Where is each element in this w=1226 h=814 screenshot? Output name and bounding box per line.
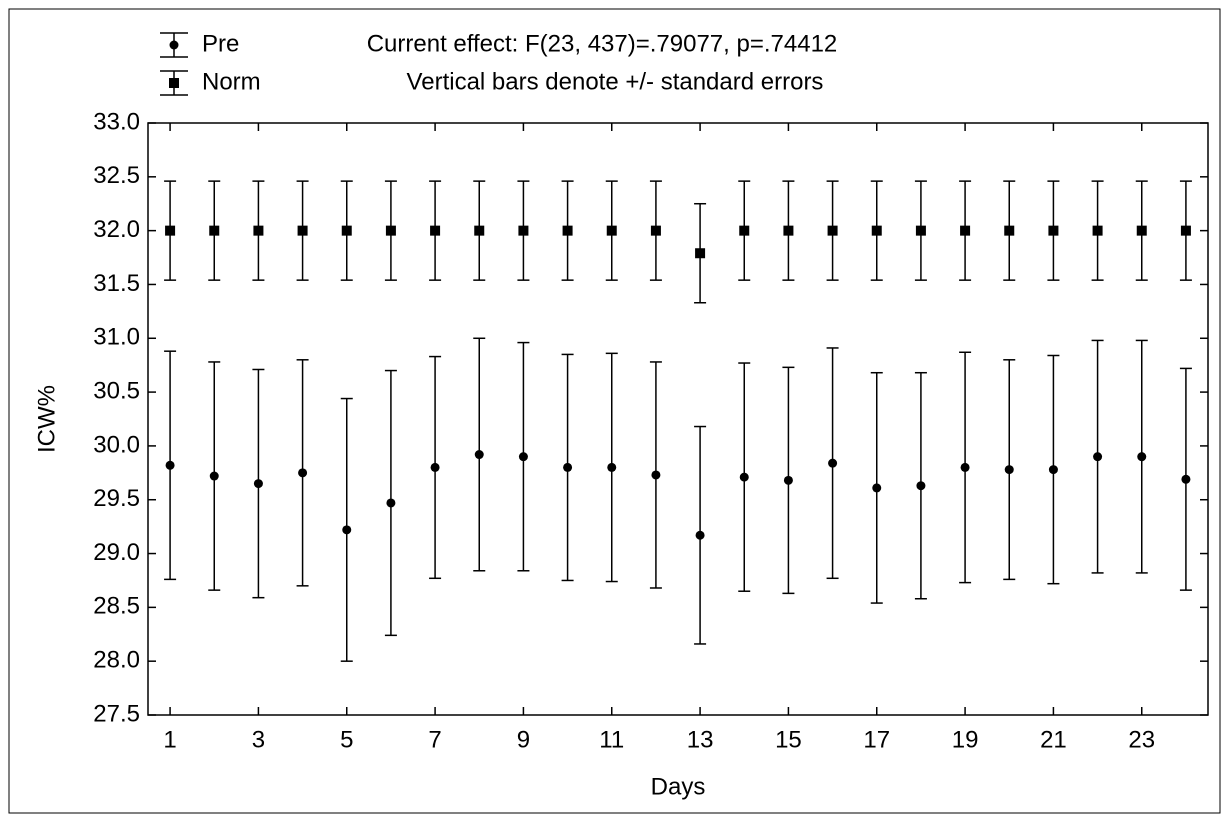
marker [518,225,529,236]
x-tick-label: 13 [687,726,714,753]
marker [341,225,352,236]
marker [650,225,661,236]
y-tick-label: 28.0 [93,647,140,674]
y-tick-label: 33.0 [93,108,140,135]
marker [518,452,528,462]
marker [209,225,220,236]
marker [872,483,882,493]
marker [165,225,176,236]
x-tick-label: 11 [599,726,624,753]
annotation: Current effect: F(23, 437)=.79077, p=.74… [367,30,838,57]
marker [960,225,971,236]
marker [783,475,793,485]
marker [695,530,705,540]
x-tick-label: 3 [252,726,265,753]
marker [165,460,175,470]
marker [915,225,926,236]
marker [607,462,617,472]
marker [298,468,308,478]
plot-area [147,122,1209,716]
y-tick-label: 27.5 [93,700,140,727]
marker [916,481,926,491]
legend-marker [169,78,179,88]
marker [739,225,750,236]
marker [209,471,219,481]
marker [739,472,749,482]
legend-label: Pre [202,30,239,57]
marker [827,225,838,236]
marker [385,225,396,236]
legend-marker [169,40,179,50]
x-tick-label: 23 [1128,726,1155,753]
y-tick-label: 30.0 [93,431,140,458]
y-tick-label: 29.0 [93,539,140,566]
marker [1136,225,1147,236]
marker [297,225,308,236]
x-axis-label: Days [651,773,706,800]
x-tick-label: 5 [340,726,353,753]
marker [474,225,485,236]
y-axis-label: ICW% [33,385,60,453]
x-tick-label: 1 [163,726,176,753]
marker [1092,225,1103,236]
marker [1093,452,1103,462]
y-tick-label: 31.5 [93,270,140,297]
marker [783,225,794,236]
marker [386,498,396,508]
y-tick-label: 29.5 [93,485,140,512]
marker [960,462,970,472]
x-tick-label: 19 [952,726,979,753]
marker [563,462,573,472]
marker [1181,474,1191,484]
y-tick-label: 30.5 [93,377,140,404]
marker [828,458,838,468]
legend-label: Norm [202,68,261,95]
marker [1048,225,1059,236]
marker [1004,225,1015,236]
marker [695,248,706,259]
marker [562,225,573,236]
marker [474,450,484,460]
y-tick-label: 31.0 [93,324,140,351]
marker [651,470,661,480]
y-tick-label: 32.0 [93,216,140,243]
marker [1180,225,1191,236]
marker [430,462,440,472]
x-tick-label: 9 [517,726,530,753]
marker [253,225,264,236]
marker [1004,465,1014,475]
y-tick-label: 28.5 [93,593,140,620]
x-tick-label: 15 [775,726,802,753]
marker [1137,452,1147,462]
x-tick-label: 17 [863,726,890,753]
y-tick-label: 32.5 [93,162,140,189]
annotation: Vertical bars denote +/- standard errors [407,68,824,95]
marker [253,479,263,489]
marker [430,225,441,236]
x-tick-label: 21 [1040,726,1067,753]
x-tick-label: 7 [428,726,441,753]
marker [871,225,882,236]
marker [1048,465,1058,475]
marker [342,525,352,535]
frame [8,8,1221,814]
marker [606,225,617,236]
